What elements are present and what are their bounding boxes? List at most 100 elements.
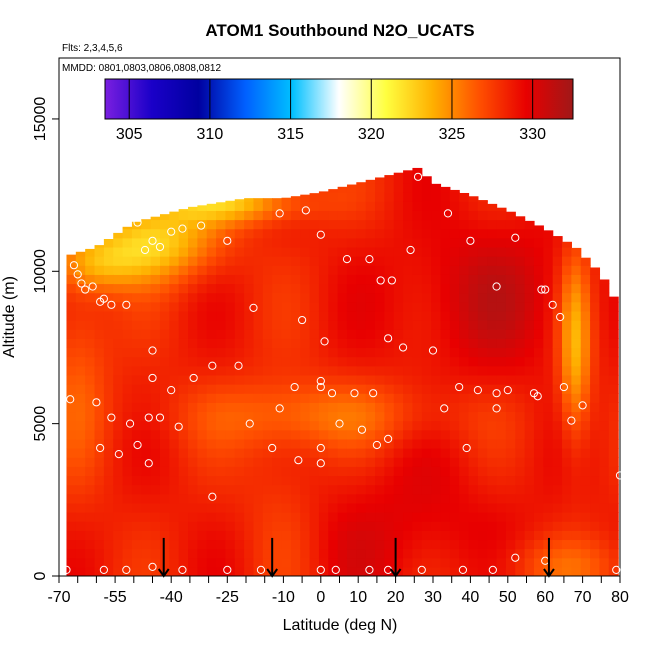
heatmap-cell — [468, 228, 479, 239]
heatmap-cell — [244, 521, 255, 531]
heatmap-cell — [262, 210, 273, 221]
heatmap-cell — [449, 301, 460, 312]
heatmap-cell — [449, 274, 460, 285]
heatmap-cell — [141, 256, 152, 266]
x-tick-label: -55 — [104, 589, 127, 606]
heatmap-cell — [505, 393, 516, 403]
heatmap-cell — [599, 411, 610, 422]
heatmap-cell — [318, 283, 329, 294]
heatmap-cell — [262, 438, 273, 449]
heatmap-cell — [272, 265, 283, 275]
heatmap-cell — [431, 310, 442, 321]
heatmap-cell — [599, 393, 610, 403]
heatmap-cell — [356, 292, 367, 303]
x-tick-label: 50 — [499, 589, 517, 606]
dates-annotation: MMDD: 0801,0803,0806,0808,0812 — [62, 63, 221, 74]
heatmap-cell — [580, 566, 591, 576]
heatmap-cell — [590, 393, 601, 403]
heatmap-cell — [216, 265, 227, 275]
colorbar-tick-label: 310 — [197, 126, 224, 143]
heatmap-cell — [328, 310, 339, 321]
heatmap-cell — [131, 320, 142, 330]
heatmap-cell — [188, 521, 198, 531]
heatmap-cell — [384, 274, 395, 285]
heatmap-cell — [244, 466, 255, 477]
heatmap-cell — [375, 566, 385, 576]
heatmap-cell — [66, 539, 77, 550]
heatmap-cell — [122, 402, 133, 413]
heatmap-cell — [122, 393, 133, 403]
heatmap-cell — [346, 429, 357, 440]
heatmap-cell — [150, 438, 161, 449]
heatmap-cell — [300, 548, 311, 559]
heatmap-cell — [253, 512, 264, 522]
heatmap-cell — [75, 557, 86, 568]
heatmap-cell — [393, 420, 404, 431]
heatmap-cell — [290, 246, 301, 257]
heatmap-cell — [590, 521, 601, 531]
heatmap-cell — [487, 210, 498, 221]
heatmap-cell — [122, 347, 133, 358]
heatmap-cell — [234, 420, 245, 431]
heatmap-cell — [178, 246, 189, 257]
observation-point — [413, 172, 423, 181]
heatmap-cell — [590, 365, 601, 376]
heatmap-cell — [85, 448, 96, 458]
heatmap-cell — [608, 301, 619, 312]
heatmap-cell — [375, 246, 385, 257]
heatmap-cell — [393, 228, 404, 239]
heatmap-cell — [159, 374, 170, 385]
heatmap-cell — [505, 512, 516, 522]
heatmap-cell — [543, 484, 554, 495]
heatmap-cell — [524, 310, 535, 321]
heatmap-cell — [412, 292, 423, 303]
heatmap-cell — [599, 484, 610, 495]
heatmap-cell — [122, 283, 133, 294]
heatmap-cell — [309, 310, 320, 321]
heatmap-cell — [169, 274, 180, 285]
heatmap-cell — [281, 197, 292, 202]
heatmap-cell — [515, 493, 526, 504]
heatmap-cell — [225, 365, 236, 376]
heatmap-cell — [412, 256, 423, 266]
colorbar-ticks: 305 310 315 320 325 330 — [116, 79, 546, 143]
heatmap-cell — [552, 310, 563, 321]
heatmap-cell — [178, 493, 189, 504]
heatmap-cell — [580, 265, 591, 275]
heatmap-cell — [459, 192, 470, 202]
heatmap-cell — [393, 411, 404, 422]
heatmap-cell — [85, 265, 96, 275]
heatmap-cell — [468, 438, 479, 449]
heatmap-cell — [346, 512, 357, 522]
observation-point — [578, 401, 587, 410]
heatmap-cell — [244, 448, 255, 458]
heatmap-cell — [300, 466, 311, 477]
heatmap-cell — [197, 205, 208, 211]
heatmap-cell — [562, 557, 572, 568]
heatmap-cell — [590, 420, 601, 431]
heatmap-cell — [225, 429, 236, 440]
heatmap-cell — [85, 356, 96, 367]
heatmap-cell — [113, 384, 124, 394]
heatmap-cell — [524, 493, 535, 504]
heatmap-cell — [328, 365, 339, 376]
heatmap-cell — [608, 475, 619, 486]
heatmap-cell — [272, 393, 283, 403]
heatmap-cell — [188, 429, 198, 440]
heatmap-cell — [346, 420, 357, 431]
observation-point — [133, 440, 142, 450]
heatmap-cell — [188, 448, 198, 458]
heatmap-cell — [131, 566, 142, 576]
heatmap-cell — [169, 466, 180, 477]
heatmap-cell — [505, 566, 516, 576]
heatmap-cell — [234, 448, 245, 458]
heatmap-cell — [272, 210, 283, 221]
heatmap-cell — [244, 201, 255, 211]
heatmap-cell — [431, 246, 442, 257]
heatmap-cell — [431, 539, 442, 550]
x-tick-label: -25 — [216, 589, 239, 606]
heatmap-cell — [85, 475, 96, 486]
heatmap-cell — [449, 484, 460, 495]
heatmap-cell — [449, 466, 460, 477]
heatmap-cell — [66, 557, 77, 568]
